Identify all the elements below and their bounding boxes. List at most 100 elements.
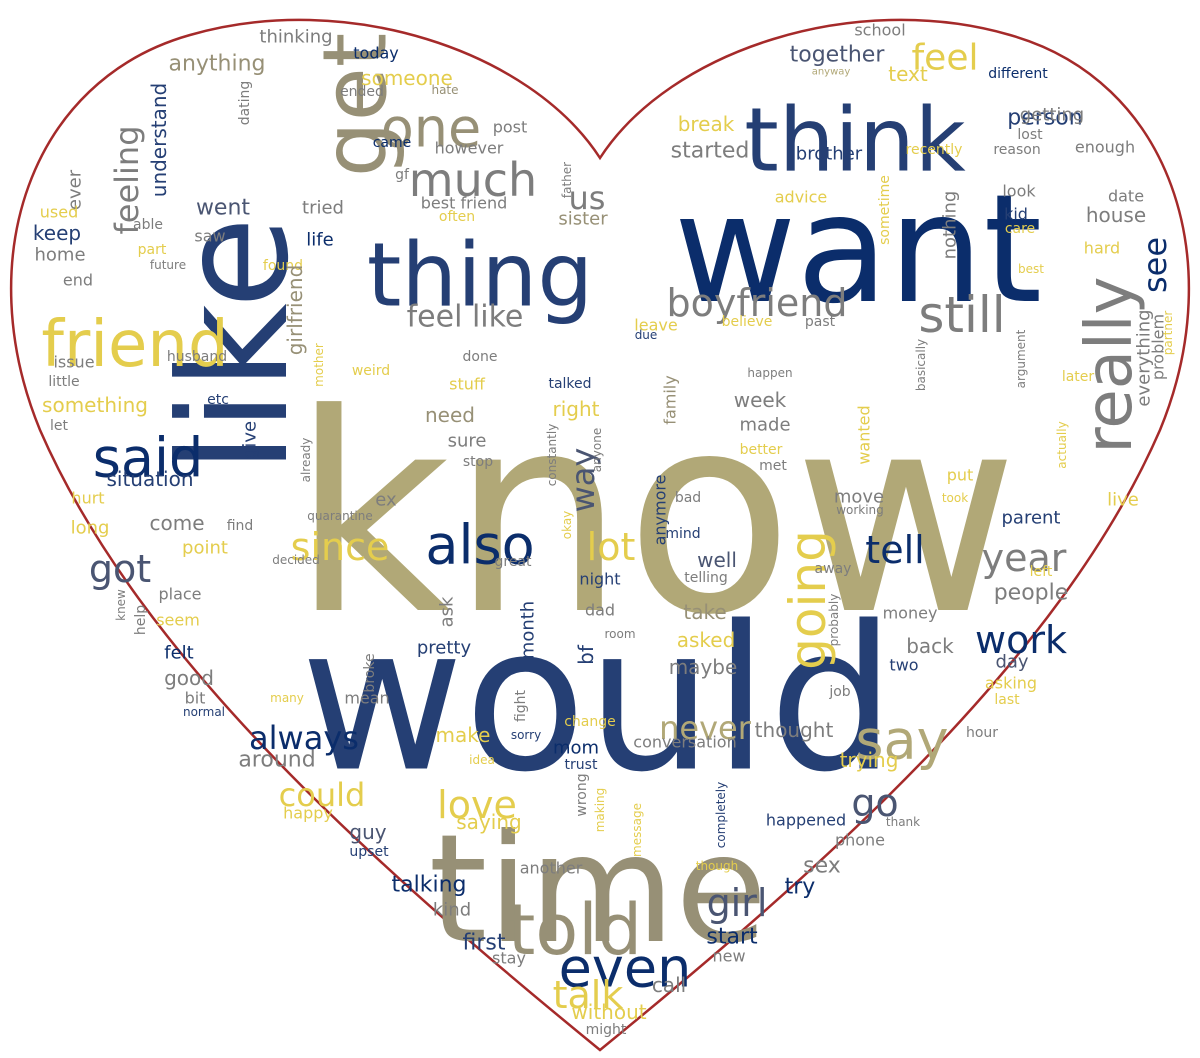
word-got: got	[89, 547, 151, 591]
word-telling: telling	[684, 570, 728, 586]
word-mother: mother	[312, 343, 326, 387]
word-girlfriend: girlfriend	[283, 265, 307, 356]
word-give: give	[240, 421, 261, 459]
word-already: already	[299, 438, 313, 483]
word-past: past	[805, 314, 836, 330]
word-let: let	[50, 418, 69, 434]
word-upset: upset	[349, 844, 389, 860]
word-tried: tried	[302, 198, 344, 219]
word-tell: tell	[865, 528, 924, 572]
word-break: break	[678, 112, 735, 136]
word-understand: understand	[147, 83, 171, 197]
word-life: life	[306, 230, 333, 251]
word-say: say	[855, 709, 948, 772]
word-actually: actually	[1055, 421, 1069, 468]
word-time: time	[429, 803, 768, 977]
word-family: family	[661, 375, 680, 424]
word-home: home	[34, 245, 85, 266]
word-date: date	[1108, 187, 1144, 206]
word-mean: mean	[344, 689, 389, 708]
word-took: took	[942, 491, 968, 505]
word-sex: sex	[803, 854, 841, 879]
word-started: started	[671, 139, 750, 164]
word-around: around	[238, 748, 315, 773]
word-hour: hour	[966, 725, 998, 741]
word-ask: ask	[437, 596, 458, 627]
word-saying: saying	[456, 810, 521, 834]
word-day: day	[995, 652, 1028, 673]
word-mom: mom	[553, 738, 599, 759]
word-talking: talking	[392, 873, 467, 898]
word-keep: keep	[33, 221, 81, 245]
word-left: left	[1030, 564, 1053, 580]
word-really: really	[1073, 277, 1147, 454]
word-weird: weird	[352, 363, 390, 379]
word-one: one	[381, 97, 482, 160]
word-hurt: hurt	[71, 489, 104, 508]
word-phone: phone	[835, 831, 885, 850]
word-move: move	[834, 487, 884, 508]
word-lost: lost	[1017, 127, 1043, 143]
word-made: made	[739, 415, 790, 436]
word-could: could	[279, 776, 366, 814]
word-thank: thank	[886, 815, 920, 829]
word-however: however	[435, 139, 504, 158]
word-probably: probably	[827, 594, 841, 647]
word-always: always	[249, 719, 359, 757]
word-work: work	[975, 618, 1067, 662]
word-room: room	[604, 627, 635, 641]
word-part: part	[138, 242, 167, 258]
word-best-friend: best friend	[421, 194, 508, 213]
word-feeling: feeling	[108, 125, 146, 234]
word-wrong: wrong	[574, 773, 590, 816]
word-together: together	[790, 43, 886, 68]
word-went: went	[196, 196, 250, 221]
word-love: love	[437, 783, 517, 827]
word-bf: bf	[574, 644, 598, 665]
word-issue: issue	[53, 353, 94, 372]
word-new: new	[712, 947, 745, 966]
word-message: message	[630, 803, 644, 857]
word-father: father	[560, 162, 574, 198]
word-well: well	[697, 548, 737, 572]
word-someone: someone	[361, 66, 453, 90]
word-decided: decided	[272, 553, 320, 567]
word-week: week	[734, 388, 787, 412]
word-anyway: anyway	[812, 67, 851, 78]
word-guy: guy	[349, 820, 386, 844]
word-end: end	[63, 271, 93, 290]
word-change: change	[564, 714, 616, 730]
word-asked: asked	[677, 628, 736, 652]
word-hate: hate	[431, 83, 458, 97]
word-find: find	[227, 518, 254, 534]
word-idea: idea	[469, 753, 495, 767]
word-never: never	[659, 709, 752, 747]
word-like: like	[148, 216, 322, 473]
word-first: first	[463, 931, 506, 956]
word-help: help	[133, 605, 149, 635]
word-trying: trying	[840, 748, 899, 772]
word-right: right	[553, 397, 600, 421]
word-place: place	[158, 585, 201, 604]
word-start: start	[706, 925, 758, 950]
word-felt: felt	[164, 643, 193, 664]
word-go: go	[851, 781, 898, 825]
word-though: though	[696, 859, 738, 873]
word-met: met	[759, 458, 787, 474]
word-different: different	[988, 66, 1048, 82]
word-conversation: conversation	[633, 733, 736, 752]
word-job: job	[828, 684, 850, 700]
word-want: want	[674, 163, 1042, 337]
word-anymore: anymore	[651, 475, 670, 546]
word-ever: ever	[65, 169, 86, 210]
word-feel-like: feel like	[407, 300, 524, 335]
word-used: used	[40, 203, 78, 222]
word-everything: everything	[1134, 309, 1155, 406]
word-husband: husband	[167, 349, 227, 365]
word-told: told	[508, 889, 642, 971]
word-friend: friend	[41, 308, 228, 382]
word-post: post	[493, 118, 528, 137]
word-anything: anything	[168, 52, 265, 77]
word-last: last	[994, 692, 1020, 708]
word-found: found	[263, 258, 303, 274]
